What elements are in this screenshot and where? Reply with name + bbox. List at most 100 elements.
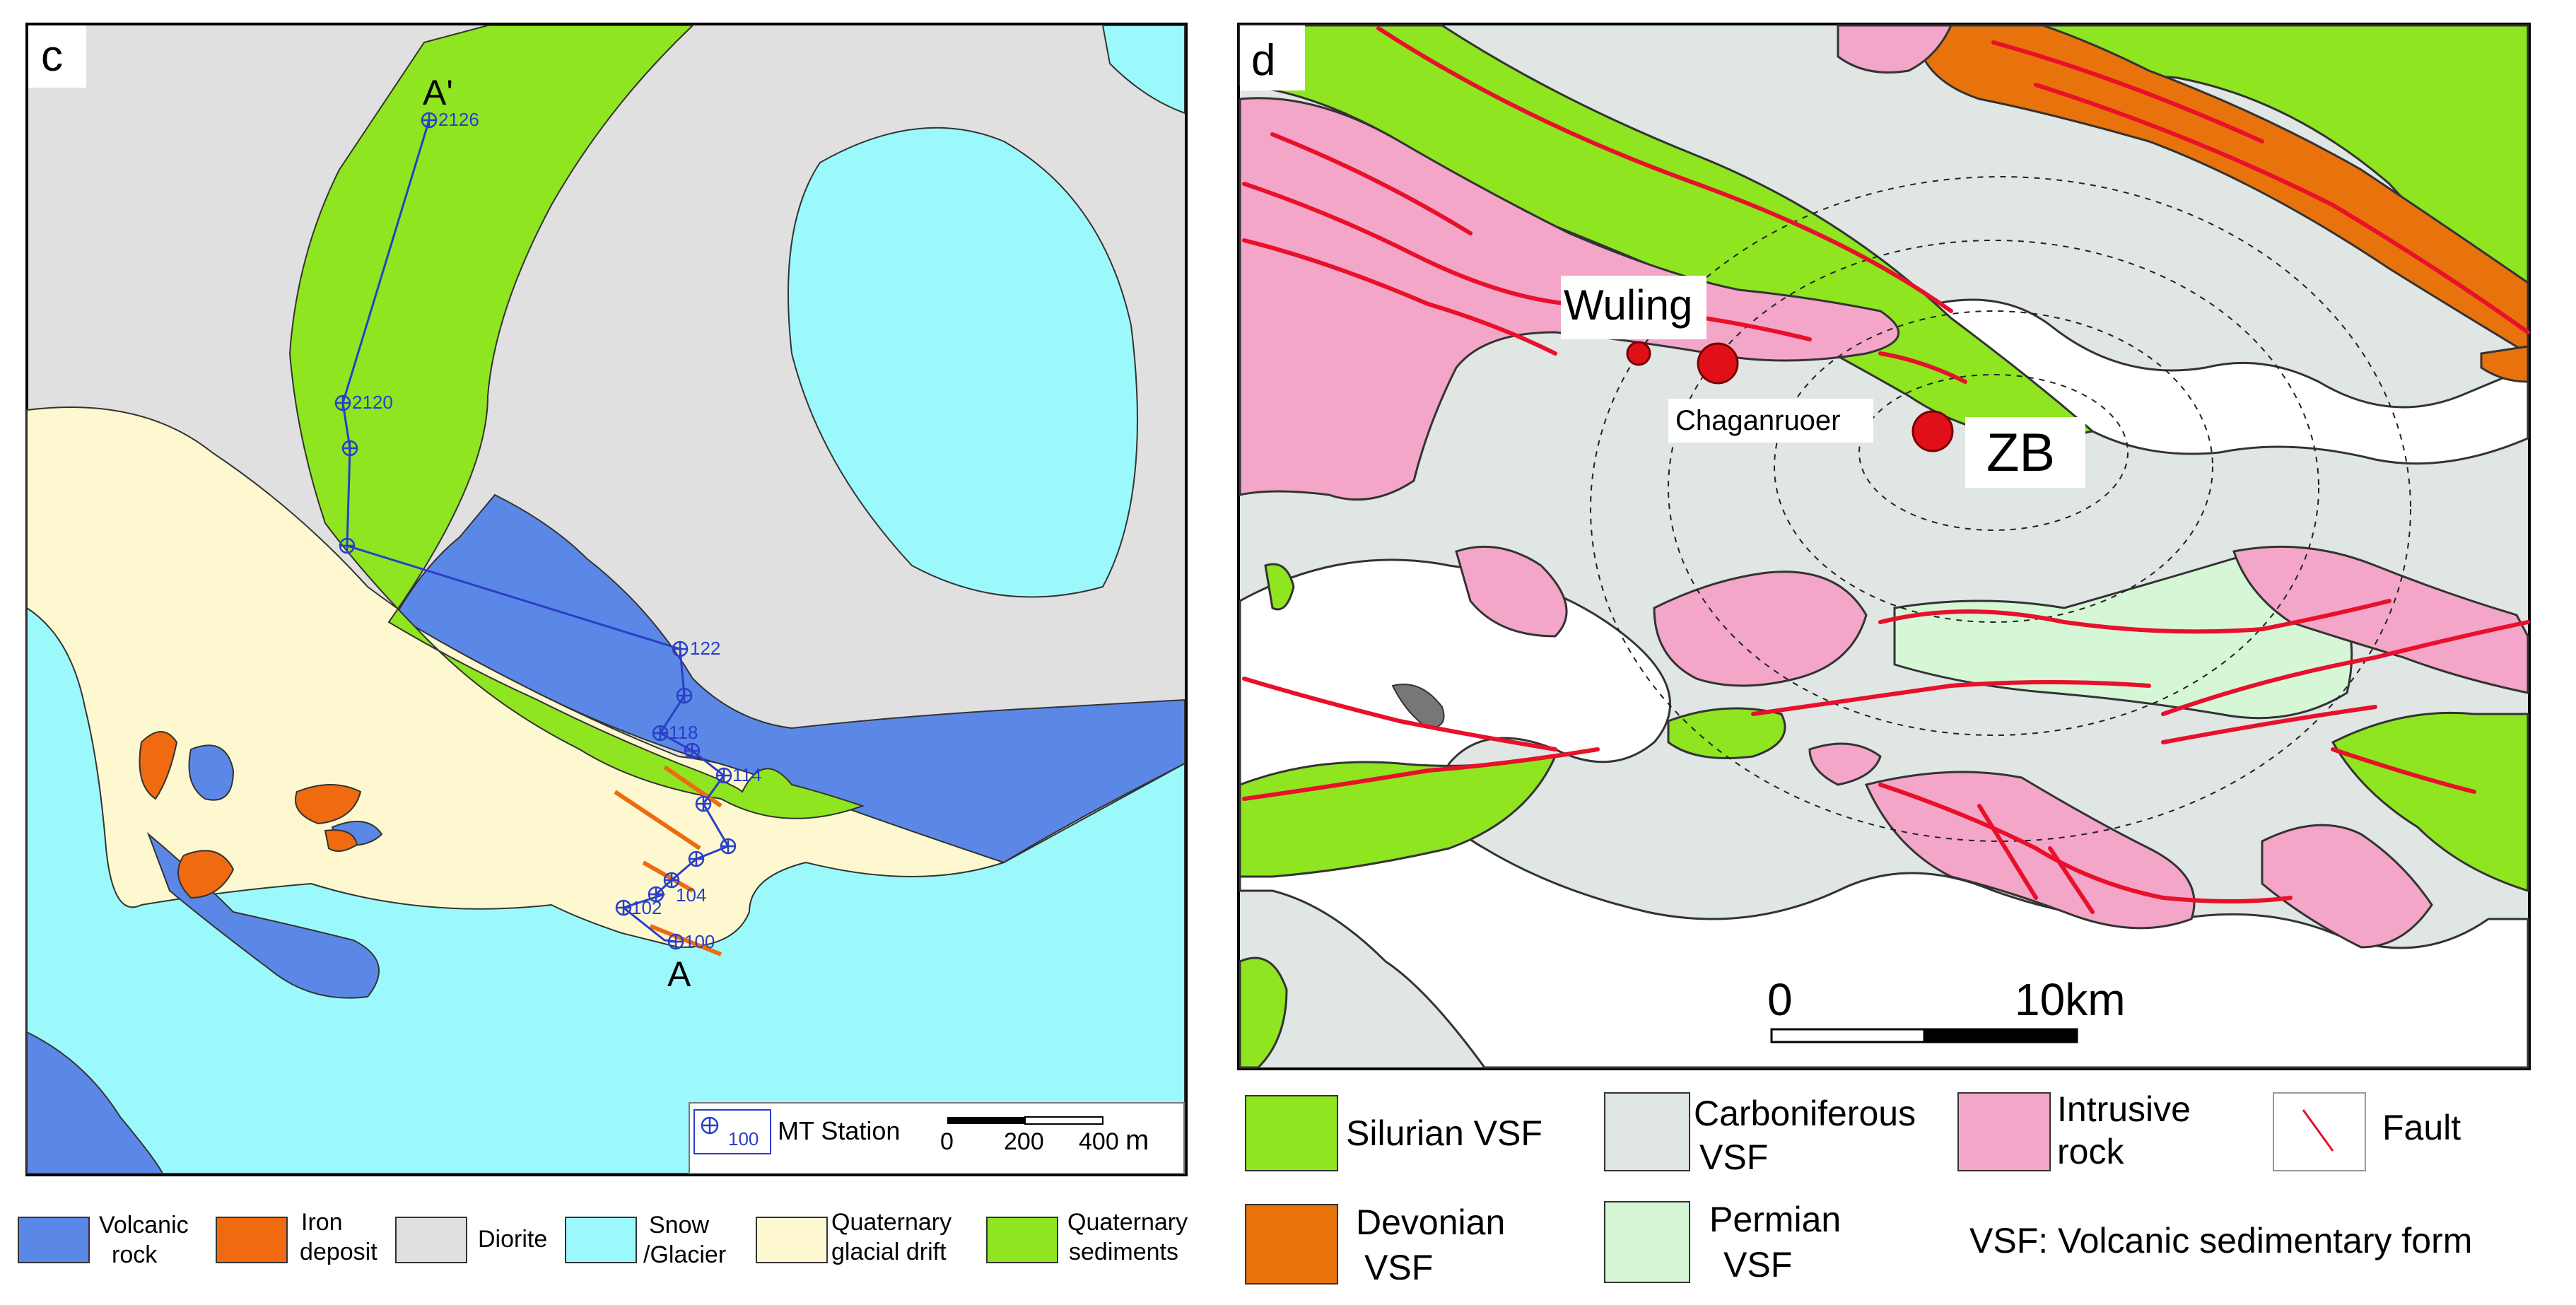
legend-fault-line-icon (2302, 1109, 2334, 1152)
legend-c: Volcanic rock Iron deposit Diorite Snow … (18, 1209, 1188, 1268)
legend-swatch-devonian (1245, 1204, 1338, 1284)
vsf-note: VSF: Volcanic sedimentary form (1969, 1221, 2472, 1260)
valley-white-lower (1239, 558, 2529, 1069)
mt-station-marker (667, 933, 684, 950)
station-legend-symbol-box (693, 1109, 771, 1154)
fault-lines (1242, 26, 2530, 914)
silurian-area-bottom-left (1239, 956, 1288, 1069)
scale-tick-0: 0 (940, 1128, 954, 1155)
legend-label-carboniferous-1: Carboniferous (1694, 1094, 1916, 1133)
legend-swatch-quaternary-sediments (986, 1217, 1058, 1263)
scale-unit: m (1125, 1125, 1149, 1156)
legend-label-fault: Fault (2382, 1108, 2461, 1147)
mt-station-marker (341, 440, 358, 457)
legend-swatch-iron-deposit (216, 1217, 288, 1263)
iron-vein-3 (642, 860, 694, 893)
station-label-2120: 2120 (352, 392, 393, 413)
mt-station-marker (652, 725, 669, 742)
quaternary-sediments-band (288, 25, 865, 819)
legend-swatch-glacial-drift (756, 1217, 828, 1263)
scale-d-end: 10km (2015, 974, 2126, 1025)
intrusive-rock-area-southeast (2261, 824, 2433, 949)
legend-label-volcanic-rock-1: Volcanic (99, 1212, 189, 1239)
panel-d-letter: d (1251, 36, 1275, 85)
station-label-122: 122 (690, 638, 720, 659)
mt-station-marker (720, 838, 737, 855)
station-label-102: 102 (631, 897, 662, 918)
legend-swatch-silurian (1245, 1095, 1338, 1171)
wuling-deposit-large (1697, 342, 1739, 385)
mt-profile-line (341, 119, 730, 943)
mt-station-marker (339, 537, 356, 554)
station-label-118: 118 (669, 722, 698, 743)
place-label-zb: ZB (1986, 423, 2055, 483)
scale-bar-d (1770, 1028, 2078, 1043)
scale-tick-200: 200 (1004, 1128, 1044, 1155)
mt-station-marker (421, 112, 438, 129)
legend-label-intrusive-2: rock (2057, 1132, 2124, 1171)
station-legend-number: 100 (728, 1128, 759, 1149)
zb-deposit (1911, 410, 1954, 452)
legend-label-intrusive-1: Intrusive (2057, 1089, 2191, 1129)
legend-label-volcanic-rock-2: rock (112, 1241, 158, 1268)
legend-label-permian-2: VSF (1723, 1245, 1792, 1284)
intrusive-rock-area-mid (1653, 570, 1868, 687)
legend-d: Silurian VSF Carboniferous VSF Intrusive… (1245, 1089, 2472, 1287)
panel-c-letter: c (41, 32, 63, 81)
profile-end-label: A' (423, 73, 453, 112)
legend-swatch-carboniferous (1604, 1092, 1690, 1171)
intrusive-rock-area-central (1455, 545, 1568, 638)
place-label-chaganruoer: Chaganruoer (1675, 405, 1841, 436)
legend-label-snow-glacier-1: Snow (649, 1212, 709, 1239)
legend-swatch-diorite (395, 1217, 467, 1263)
wuling-deposit-small (1626, 341, 1651, 366)
legend-swatch-intrusive (1957, 1092, 2051, 1171)
scale-bar-c (947, 1116, 1103, 1125)
panel-c-map: 2126 2120 122 118 114 104 102 100 A' A c… (25, 23, 1188, 1176)
silurian-area-mid (1667, 707, 1786, 759)
snow-glacier-area-right (788, 127, 1138, 598)
legend-label-glacial-drift-2: glacial drift (831, 1239, 947, 1265)
place-label-wuling: Wuling (1564, 281, 1692, 329)
devonian-area (1921, 24, 2529, 356)
legend-label-devonian-2: VSF (1364, 1248, 1433, 1287)
legend-label-diorite: Diorite (478, 1226, 547, 1253)
iron-vein-1 (663, 765, 722, 808)
iron-deposit-4 (177, 850, 235, 899)
mt-station-marker (676, 687, 693, 704)
iron-deposit-2 (295, 784, 362, 825)
snow-glacier-area-upper-right (1101, 25, 1185, 115)
panel-d-map: Wuling Chaganruoer ZB d 0 10km (1237, 23, 2531, 1070)
legend-label-snow-glacier-2: /Glacier (643, 1241, 726, 1268)
silurian-area-left-small (1264, 563, 1295, 611)
legend-label-quaternary-sediments-2: sediments (1069, 1239, 1178, 1265)
station-legend-label: MT Station (778, 1116, 900, 1145)
scale-d-start: 0 (1767, 974, 1793, 1025)
legend-swatch-volcanic-rock (18, 1217, 90, 1263)
mt-station-marker (715, 767, 732, 784)
station-label-2126: 2126 (438, 109, 479, 130)
iron-vein-2 (614, 790, 701, 850)
intrusive-rock-area-top-mid (1837, 24, 1953, 74)
station-label-114: 114 (732, 764, 761, 785)
anomaly-contours (1590, 176, 2411, 842)
profile-start-label: A (667, 954, 691, 994)
iron-deposit-1 (139, 731, 178, 800)
devonian-area-small (2480, 345, 2529, 383)
mt-station-marker (688, 850, 705, 867)
legend-label-devonian-1: Devonian (1356, 1202, 1505, 1242)
legend-label-glacial-drift-1: Quaternary (831, 1209, 952, 1236)
legend-label-carboniferous-2: VSF (1699, 1137, 1768, 1177)
legend-swatch-snow-glacier (565, 1217, 637, 1263)
station-label-104: 104 (676, 884, 706, 906)
legend-label-permian-1: Permian (1709, 1200, 1841, 1239)
silurian-area-right (2331, 711, 2529, 893)
legend-label-iron-deposit-2: deposit (300, 1239, 377, 1265)
intrusive-rock-area-south-mid (1808, 742, 1882, 786)
legend-label-silurian: Silurian VSF (1346, 1113, 1542, 1153)
iron-vein-4 (649, 924, 722, 956)
mt-station-marker (672, 640, 689, 657)
mt-station-marker (695, 795, 712, 812)
mt-station-markers (334, 112, 737, 950)
